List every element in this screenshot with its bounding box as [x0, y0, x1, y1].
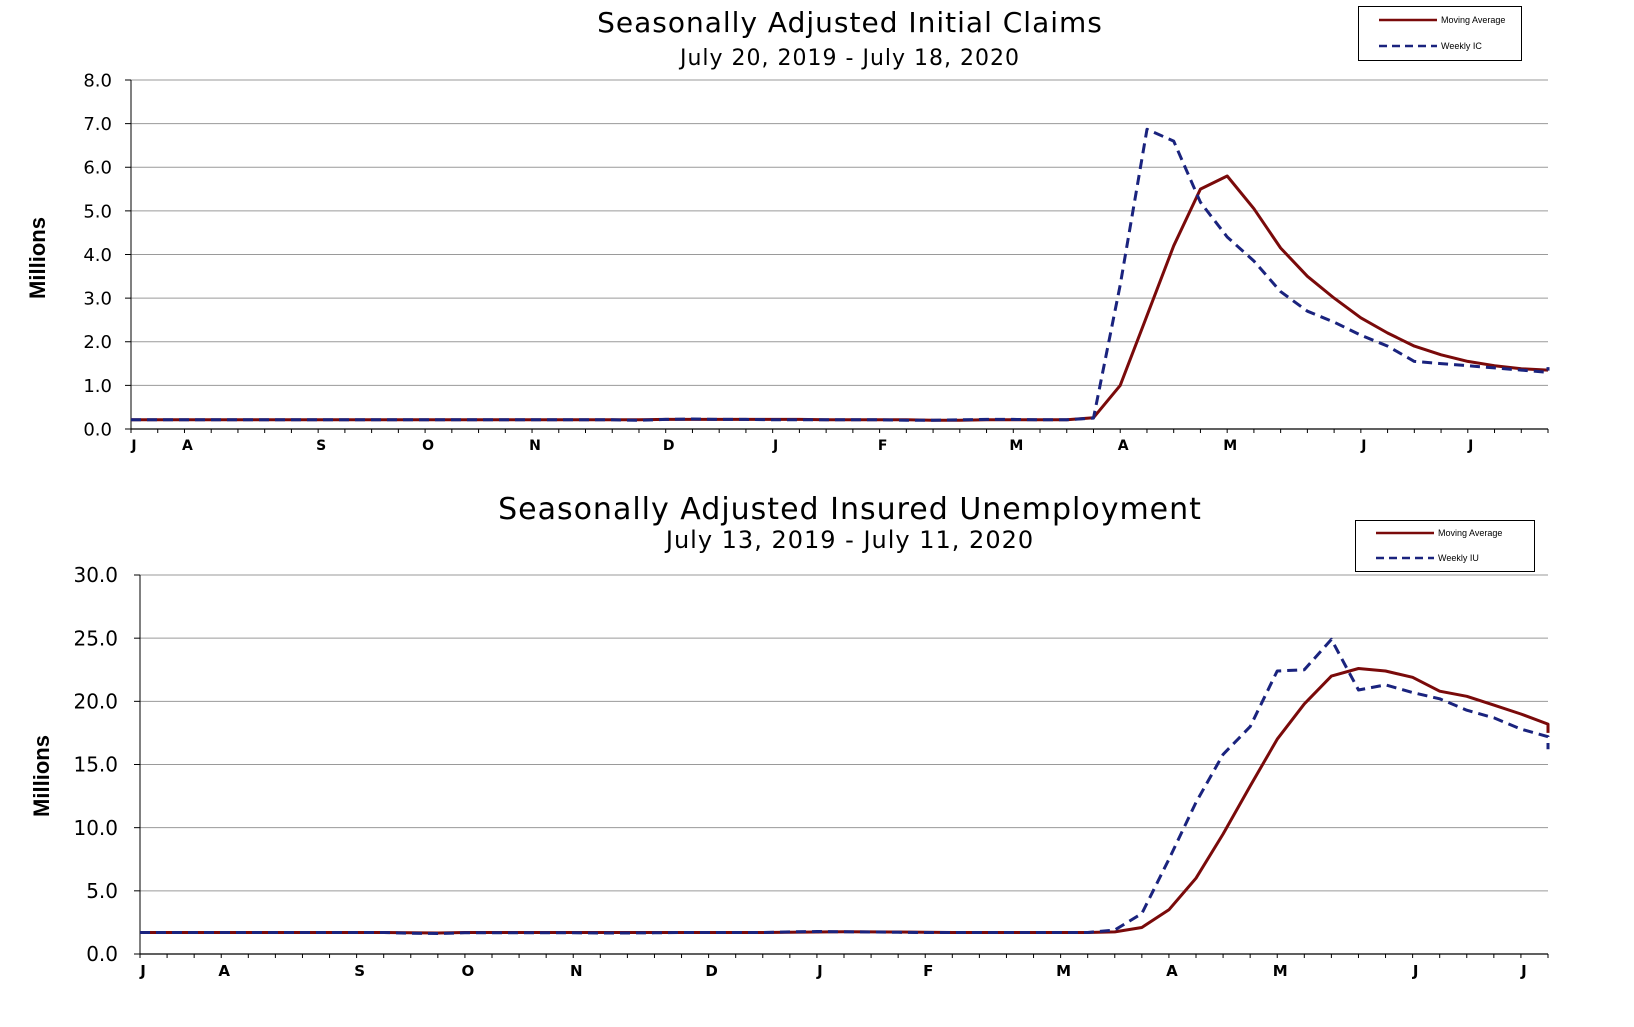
y-tick-label: 0.0 — [86, 942, 118, 966]
x-tick-label: J — [130, 438, 136, 454]
x-tick-label: M — [1009, 438, 1023, 454]
x-tick-label: M — [1056, 962, 1071, 980]
x-tick-label: N — [529, 438, 541, 454]
y-tick-label: 5.0 — [83, 201, 112, 222]
legend-swatch-solid — [1376, 531, 1434, 535]
legend-label: Weekly IU — [1438, 553, 1479, 563]
chart-subtitle: July 13, 2019 - July 11, 2020 — [665, 526, 1035, 554]
legend-swatch-dashed — [1379, 44, 1437, 48]
legend-swatch-solid — [1379, 18, 1437, 22]
y-tick-label: 6.0 — [83, 158, 112, 179]
y-tick-label: 7.0 — [83, 114, 112, 135]
y-tick-label: 10.0 — [73, 816, 118, 840]
x-tick-label: F — [923, 962, 933, 980]
x-tick-label: O — [462, 962, 475, 980]
x-tick-label: D — [705, 962, 717, 980]
x-tick-label: J — [139, 962, 146, 980]
chart-subtitle: July 20, 2019 - July 18, 2020 — [680, 46, 1020, 71]
y-tick-label: 15.0 — [73, 753, 118, 777]
series-line-moving-average — [140, 667, 1550, 935]
x-tick-label: A — [1166, 962, 1178, 980]
x-tick-label: F — [878, 438, 888, 454]
insured-unemployment-chart: 0.0 5.0 10.0 15.0 20.0 25.0 30.0 J A S O N D J F M A M J J — [73, 563, 1550, 980]
x-tick-label: S — [316, 438, 326, 454]
insured-unemployment-panel: Seasonally Adjusted Insured Unemployment… — [0, 480, 1634, 1027]
chart-title: Seasonally Adjusted Initial Claims — [597, 6, 1103, 39]
y-tick-label: 4.0 — [83, 245, 112, 266]
series-line-weekly — [140, 637, 1550, 935]
x-tick-label: J — [1520, 962, 1527, 980]
x-tick-label: J — [816, 962, 823, 980]
x-tick-label: S — [354, 962, 365, 980]
x-tick-label: A — [1118, 438, 1129, 454]
x-tick-label: M — [1223, 438, 1237, 454]
initial-claims-chart: 0.0 1.0 2.0 3.0 4.0 5.0 6.0 7.0 8.0 J A S O N D J F M A M J J — [83, 70, 1550, 454]
legend-label: Weekly IC — [1441, 41, 1482, 51]
series-line-weekly — [131, 127, 1550, 422]
x-tick-label: J — [772, 438, 778, 454]
y-tick-label: 25.0 — [73, 626, 118, 650]
y-tick-label: 5.0 — [86, 879, 118, 903]
x-tick-label: N — [570, 962, 583, 980]
chart-title: Seasonally Adjusted Insured Unemployment — [498, 492, 1202, 527]
legend: Moving Average Weekly IC — [1358, 6, 1522, 61]
x-tick-label: A — [182, 438, 193, 454]
initial-claims-panel: Seasonally Adjusted Initial Claims July … — [0, 0, 1634, 480]
x-tick-label: A — [218, 962, 230, 980]
x-tick-label: M — [1273, 962, 1288, 980]
y-tick-label: 0.0 — [83, 419, 112, 440]
x-tick-label: J — [1412, 962, 1419, 980]
legend: Moving Average Weekly IU — [1355, 520, 1535, 572]
y-tick-label: 3.0 — [83, 289, 112, 310]
x-tick-label: J — [1467, 438, 1473, 454]
x-tick-label: J — [1360, 438, 1366, 454]
x-tick-label: O — [422, 438, 434, 454]
y-tick-label: 8.0 — [83, 70, 112, 91]
legend-label: Moving Average — [1438, 528, 1503, 538]
y-tick-label: 1.0 — [83, 376, 112, 397]
legend-swatch-dashed — [1376, 556, 1434, 560]
y-tick-label: 2.0 — [83, 332, 112, 353]
y-tick-label: 30.0 — [73, 563, 118, 587]
y-tick-label: 20.0 — [73, 690, 118, 714]
x-tick-label: D — [663, 438, 675, 454]
legend-label: Moving Average — [1441, 15, 1506, 25]
